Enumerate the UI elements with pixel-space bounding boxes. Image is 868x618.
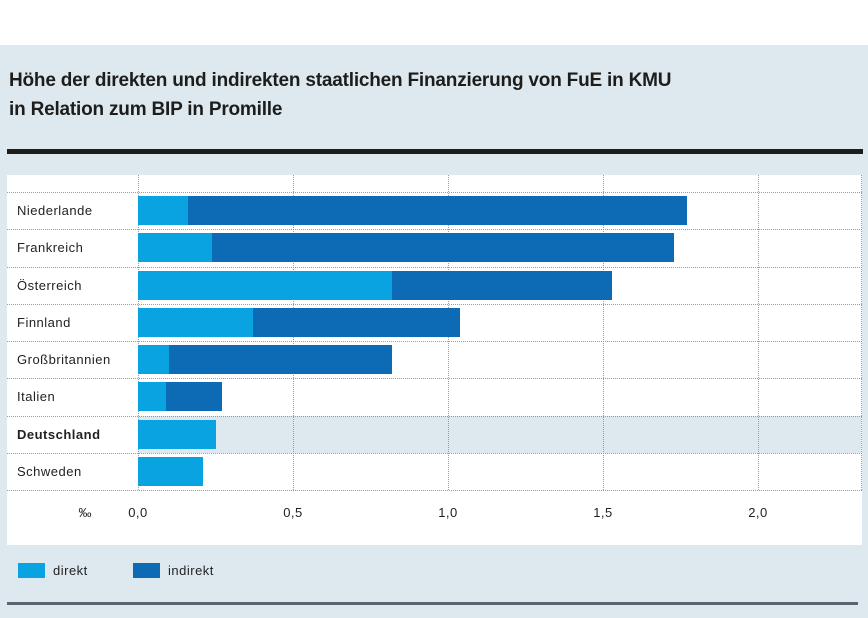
bar-direkt-segment: [138, 345, 169, 375]
row-separator: [7, 341, 862, 342]
row-separator: [7, 415, 862, 417]
axis-tick-label: 0,0: [128, 505, 148, 520]
row-separator: [7, 192, 862, 193]
title-line-1: Höhe der direkten und indirekten staatli…: [9, 70, 672, 91]
title-line-2: in Relation zum BIP in Promille: [9, 99, 283, 120]
country-label-großbritannien: Großbritannien: [17, 352, 111, 368]
country-label-deutschland: Deutschland: [17, 426, 101, 442]
country-label-niederlande: Niederlande: [17, 203, 93, 219]
bar-direkt-segment: [138, 307, 253, 337]
legend-item-direkt: direkt: [18, 563, 128, 579]
gridline-vertical: [758, 175, 759, 490]
country-label-österreich: Österreich: [17, 277, 82, 293]
bar-direkt-segment: [138, 419, 216, 449]
country-label-frankreich: Frankreich: [17, 240, 84, 256]
gridline-vertical: [603, 175, 604, 490]
axis-tick-label: 1,0: [438, 505, 458, 520]
bar-direkt-segment: [138, 270, 393, 300]
legend-swatch-direkt: [18, 563, 45, 578]
row-separator: [7, 490, 862, 491]
bar-direkt-segment: [138, 456, 204, 486]
country-label-schweden: Schweden: [17, 463, 82, 479]
page-title: Höhe der direkten und indirekten staatli…: [9, 66, 829, 124]
bar-direkt-segment: [138, 233, 213, 263]
axis-tick-label: 1,5: [593, 505, 613, 520]
highlight-row: [138, 415, 861, 453]
legend-item-indirekt: indirekt: [133, 563, 243, 579]
legend-swatch-indirekt: [133, 563, 160, 578]
legend-label-direkt: direkt: [53, 563, 88, 578]
bar-indirekt-segment: [392, 270, 613, 300]
bottom-rule: [7, 602, 858, 605]
row-separator: [7, 303, 862, 305]
bar-indirekt-segment: [165, 382, 222, 412]
bar-indirekt-segment: [169, 345, 393, 375]
chart-card: Niederlande Frankreich Österreich Finnland G…: [7, 175, 862, 545]
bar-indirekt-segment: [212, 233, 675, 263]
row-separator: [7, 378, 862, 380]
row-separator: [7, 229, 862, 231]
title-divider-rule: [7, 149, 863, 154]
gridline-vertical-right-edge: [861, 175, 862, 490]
country-label-finnland: Finnland: [17, 314, 71, 330]
bar-indirekt-segment: [252, 307, 461, 337]
x-axis: ‰ 0,0 0,5 1,0 1,5 2,0: [7, 501, 862, 525]
bar-direkt-segment: [138, 382, 166, 412]
legend-label-indirekt: indirekt: [168, 563, 214, 578]
country-label-italien: Italien: [17, 389, 56, 405]
row-separator: [7, 452, 862, 454]
axis-unit-label: ‰: [78, 505, 92, 520]
axis-tick-label: 2,0: [748, 505, 768, 520]
bar-direkt-segment: [138, 196, 188, 226]
bar-indirekt-segment: [187, 196, 687, 226]
axis-tick-label: 0,5: [283, 505, 303, 520]
row-separator: [7, 266, 862, 268]
